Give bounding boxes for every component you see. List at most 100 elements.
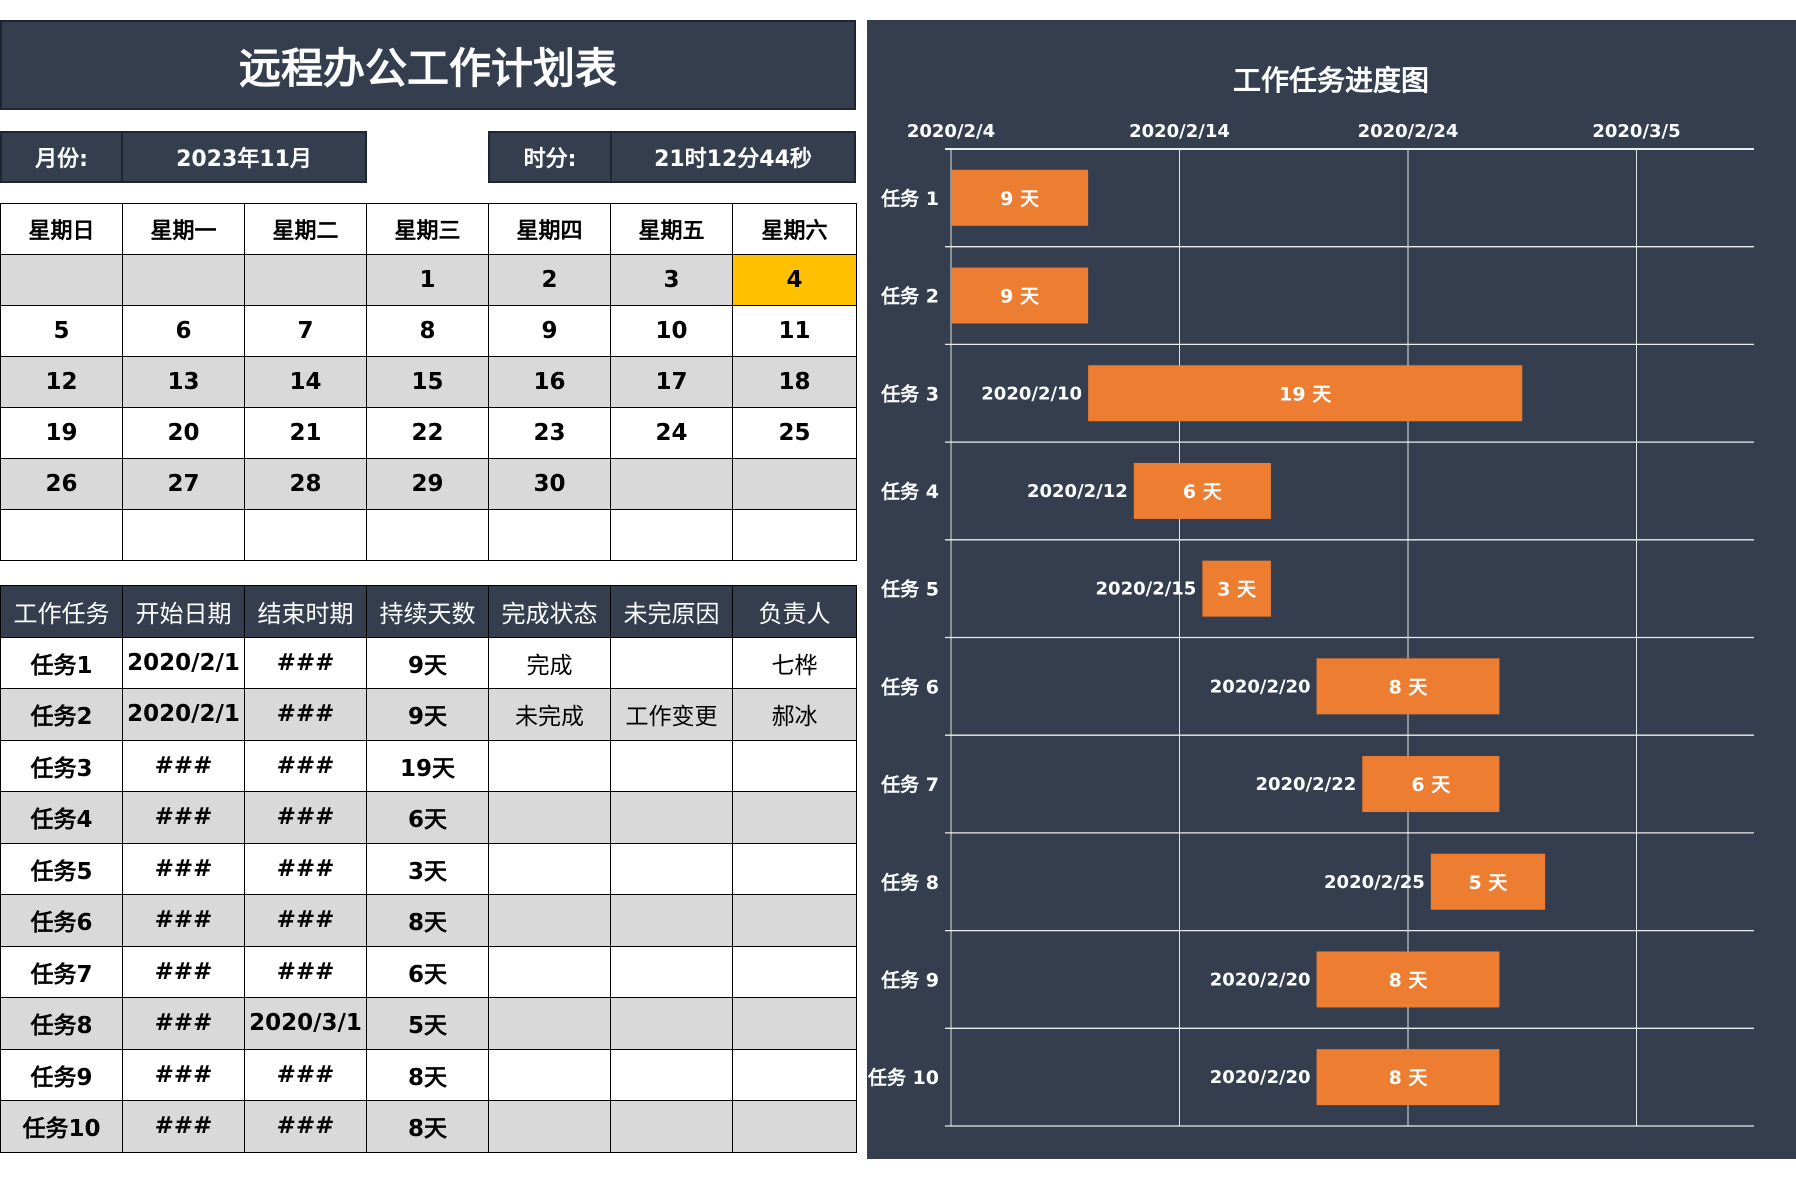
end-date-cell[interactable]: ### xyxy=(244,1100,367,1153)
owner-cell[interactable]: 七桦 xyxy=(732,636,857,689)
start-date-cell[interactable]: ### xyxy=(122,1100,245,1153)
task-name-cell[interactable]: 任务1 xyxy=(0,636,123,689)
calendar-day[interactable]: 1 xyxy=(366,254,489,306)
calendar-day[interactable]: 19 xyxy=(0,407,123,459)
start-date-cell[interactable]: ### xyxy=(122,791,245,844)
reason-cell[interactable] xyxy=(610,636,733,689)
calendar-day[interactable]: 7 xyxy=(244,305,367,357)
reason-cell[interactable] xyxy=(610,945,733,998)
duration-cell[interactable]: 3天 xyxy=(366,842,489,895)
duration-cell[interactable]: 8天 xyxy=(366,1048,489,1101)
reason-cell[interactable]: 工作变更 xyxy=(610,688,733,741)
status-cell[interactable] xyxy=(488,1100,611,1153)
task-name-cell[interactable]: 任务6 xyxy=(0,894,123,947)
start-date-cell[interactable]: ### xyxy=(122,1048,245,1101)
status-cell[interactable] xyxy=(488,739,611,792)
calendar-day[interactable] xyxy=(610,509,733,561)
calendar-day[interactable]: 17 xyxy=(610,356,733,408)
calendar-day[interactable] xyxy=(122,254,245,306)
start-date-cell[interactable]: ### xyxy=(122,997,245,1050)
task-name-cell[interactable]: 任务4 xyxy=(0,791,123,844)
start-date-cell[interactable]: ### xyxy=(122,894,245,947)
calendar-day[interactable]: 6 xyxy=(122,305,245,357)
calendar-day[interactable]: 10 xyxy=(610,305,733,357)
task-name-cell[interactable]: 任务7 xyxy=(0,945,123,998)
task-name-cell[interactable]: 任务3 xyxy=(0,739,123,792)
status-cell[interactable] xyxy=(488,842,611,895)
calendar-day[interactable]: 30 xyxy=(488,458,611,510)
owner-cell[interactable] xyxy=(732,1048,857,1101)
gantt-chart-panel[interactable]: 工作任务进度图 2020/2/4 2020/2/14 2020/2/24 2020/3/… xyxy=(867,20,1796,1159)
owner-cell[interactable] xyxy=(732,791,857,844)
owner-cell[interactable] xyxy=(732,1100,857,1153)
calendar-day[interactable]: 15 xyxy=(366,356,489,408)
calendar-day[interactable]: 14 xyxy=(244,356,367,408)
calendar-day[interactable] xyxy=(244,509,367,561)
reason-cell[interactable] xyxy=(610,1100,733,1153)
status-cell[interactable] xyxy=(488,894,611,947)
status-cell[interactable]: 完成 xyxy=(488,636,611,689)
calendar-day[interactable] xyxy=(610,458,733,510)
month-value[interactable]: 2023年11月 xyxy=(121,131,367,183)
calendar-day[interactable]: 9 xyxy=(488,305,611,357)
duration-cell[interactable]: 9天 xyxy=(366,688,489,741)
calendar-day[interactable]: 26 xyxy=(0,458,123,510)
reason-cell[interactable] xyxy=(610,791,733,844)
owner-cell[interactable] xyxy=(732,997,857,1050)
calendar-day[interactable]: 16 xyxy=(488,356,611,408)
end-date-cell[interactable]: ### xyxy=(244,894,367,947)
start-date-cell[interactable]: ### xyxy=(122,842,245,895)
calendar-day[interactable]: 2 xyxy=(488,254,611,306)
task-name-cell[interactable]: 任务2 xyxy=(0,688,123,741)
calendar-day[interactable] xyxy=(732,509,857,561)
calendar-day[interactable]: 12 xyxy=(0,356,123,408)
duration-cell[interactable]: 19天 xyxy=(366,739,489,792)
status-cell[interactable]: 未完成 xyxy=(488,688,611,741)
calendar-day[interactable]: 5 xyxy=(0,305,123,357)
task-name-cell[interactable]: 任务9 xyxy=(0,1048,123,1101)
task-name-cell[interactable]: 任务8 xyxy=(0,997,123,1050)
status-cell[interactable] xyxy=(488,1048,611,1101)
calendar-day[interactable]: 22 xyxy=(366,407,489,459)
owner-cell[interactable] xyxy=(732,842,857,895)
duration-cell[interactable]: 5天 xyxy=(366,997,489,1050)
duration-cell[interactable]: 8天 xyxy=(366,1100,489,1153)
owner-cell[interactable] xyxy=(732,739,857,792)
end-date-cell[interactable]: ### xyxy=(244,739,367,792)
owner-cell[interactable]: 郝冰 xyxy=(732,688,857,741)
calendar-day[interactable]: 25 xyxy=(732,407,857,459)
owner-cell[interactable] xyxy=(732,894,857,947)
task-name-cell[interactable]: 任务5 xyxy=(0,842,123,895)
end-date-cell[interactable]: ### xyxy=(244,636,367,689)
calendar-day[interactable]: 24 xyxy=(610,407,733,459)
time-value[interactable]: 21时12分44秒 xyxy=(610,131,856,183)
calendar-day[interactable]: 3 xyxy=(610,254,733,306)
calendar-day[interactable]: 28 xyxy=(244,458,367,510)
end-date-cell[interactable]: 2020/3/1 xyxy=(244,997,367,1050)
start-date-cell[interactable]: ### xyxy=(122,945,245,998)
end-date-cell[interactable]: ### xyxy=(244,688,367,741)
start-date-cell[interactable]: ### xyxy=(122,739,245,792)
end-date-cell[interactable]: ### xyxy=(244,791,367,844)
calendar-day[interactable]: 29 xyxy=(366,458,489,510)
reason-cell[interactable] xyxy=(610,997,733,1050)
calendar-day[interactable]: 20 xyxy=(122,407,245,459)
end-date-cell[interactable]: ### xyxy=(244,842,367,895)
calendar-day[interactable] xyxy=(0,509,123,561)
calendar-day[interactable]: 13 xyxy=(122,356,245,408)
calendar-day[interactable]: 18 xyxy=(732,356,857,408)
calendar-day[interactable] xyxy=(122,509,245,561)
duration-cell[interactable]: 6天 xyxy=(366,945,489,998)
reason-cell[interactable] xyxy=(610,739,733,792)
status-cell[interactable] xyxy=(488,997,611,1050)
calendar-day[interactable]: 11 xyxy=(732,305,857,357)
start-date-cell[interactable]: 2020/2/1 xyxy=(122,688,245,741)
start-date-cell[interactable]: 2020/2/1 xyxy=(122,636,245,689)
reason-cell[interactable] xyxy=(610,842,733,895)
owner-cell[interactable] xyxy=(732,945,857,998)
duration-cell[interactable]: 8天 xyxy=(366,894,489,947)
calendar-day[interactable] xyxy=(732,458,857,510)
calendar-day[interactable]: 21 xyxy=(244,407,367,459)
calendar-day-today[interactable]: 4 xyxy=(732,254,857,306)
task-name-cell[interactable]: 任务10 xyxy=(0,1100,123,1153)
